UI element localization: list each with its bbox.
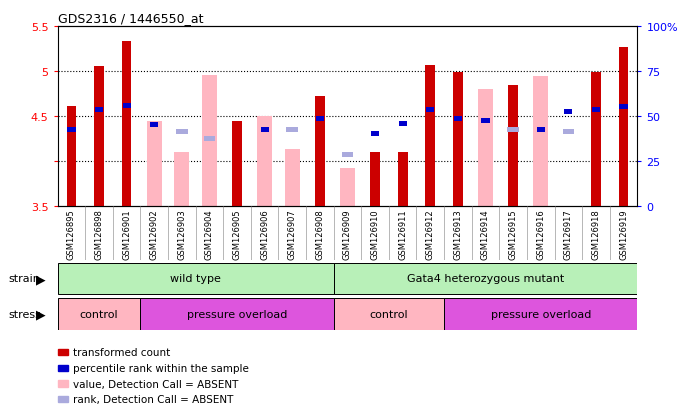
Bar [287,128,298,133]
Text: GSM126914: GSM126914 [481,209,490,259]
Text: rank, Detection Call = ABSENT: rank, Detection Call = ABSENT [73,394,234,404]
Bar [174,153,189,206]
Bar [285,150,300,206]
Bar [342,153,353,158]
Bar [257,116,273,206]
Bar [340,169,355,206]
Bar [426,66,435,206]
Text: wild type: wild type [170,274,221,284]
Text: GSM126912: GSM126912 [426,209,435,259]
Bar [481,119,490,123]
Text: GSM126906: GSM126906 [260,209,269,259]
Text: ▶: ▶ [36,307,45,320]
Text: control: control [370,309,408,319]
Bar [58,298,140,330]
Bar [620,105,628,110]
Text: transformed count: transformed count [73,347,170,357]
Text: GSM126919: GSM126919 [619,209,628,259]
Bar [399,121,407,126]
Text: GSM126915: GSM126915 [508,209,517,259]
Text: GSM126898: GSM126898 [94,209,104,259]
Text: pressure overload: pressure overload [187,309,287,319]
Bar [536,128,545,133]
Bar [203,137,215,142]
Bar [508,86,518,206]
Bar [95,108,103,113]
Bar [94,66,104,206]
Text: GSM126916: GSM126916 [536,209,545,259]
Bar [260,128,268,133]
Bar [315,97,325,206]
Text: GSM126904: GSM126904 [205,209,214,259]
Bar [563,129,574,134]
Text: GSM126903: GSM126903 [178,209,186,259]
Text: GSM126913: GSM126913 [454,209,462,259]
Bar [398,153,407,206]
Bar [507,128,519,133]
Bar [123,103,131,108]
Bar [371,132,379,137]
Bar [370,153,380,206]
Text: percentile rank within the sample: percentile rank within the sample [73,363,249,373]
Bar [122,42,132,206]
Bar [334,263,637,294]
Bar [140,298,334,330]
Bar [453,73,462,206]
Text: control: control [80,309,119,319]
Bar [58,263,334,294]
Text: GSM126895: GSM126895 [67,209,76,259]
Text: GSM126905: GSM126905 [233,209,241,259]
Text: GSM126911: GSM126911 [398,209,407,259]
Text: GSM126902: GSM126902 [150,209,159,259]
Bar [316,117,324,122]
Text: GSM126917: GSM126917 [564,209,573,259]
Text: value, Detection Call = ABSENT: value, Detection Call = ABSENT [73,379,239,389]
Bar [533,77,549,206]
Bar [202,76,217,206]
Bar [334,298,444,330]
Bar [564,110,572,114]
Text: GSM126909: GSM126909 [343,209,352,259]
Bar [591,73,601,206]
Text: GSM126907: GSM126907 [287,209,297,259]
Bar [454,117,462,122]
Bar [150,123,159,128]
Text: GDS2316 / 1446550_at: GDS2316 / 1446550_at [58,12,203,25]
Text: stress: stress [8,309,41,319]
Bar [478,90,493,206]
Text: strain: strain [8,274,40,284]
Text: GSM126918: GSM126918 [591,209,601,259]
Bar [619,47,629,206]
Bar [233,122,242,206]
Bar [592,108,600,113]
Text: pressure overload: pressure overload [490,309,591,319]
Bar [426,108,435,113]
Text: Gata4 heterozygous mutant: Gata4 heterozygous mutant [407,274,564,284]
Text: GSM126910: GSM126910 [371,209,380,259]
Bar [444,298,637,330]
Bar [67,128,75,133]
Text: ▶: ▶ [36,272,45,285]
Text: GSM126901: GSM126901 [122,209,131,259]
Text: GSM126908: GSM126908 [315,209,324,259]
Bar [146,122,162,206]
Bar [66,107,76,206]
Bar [176,129,188,134]
